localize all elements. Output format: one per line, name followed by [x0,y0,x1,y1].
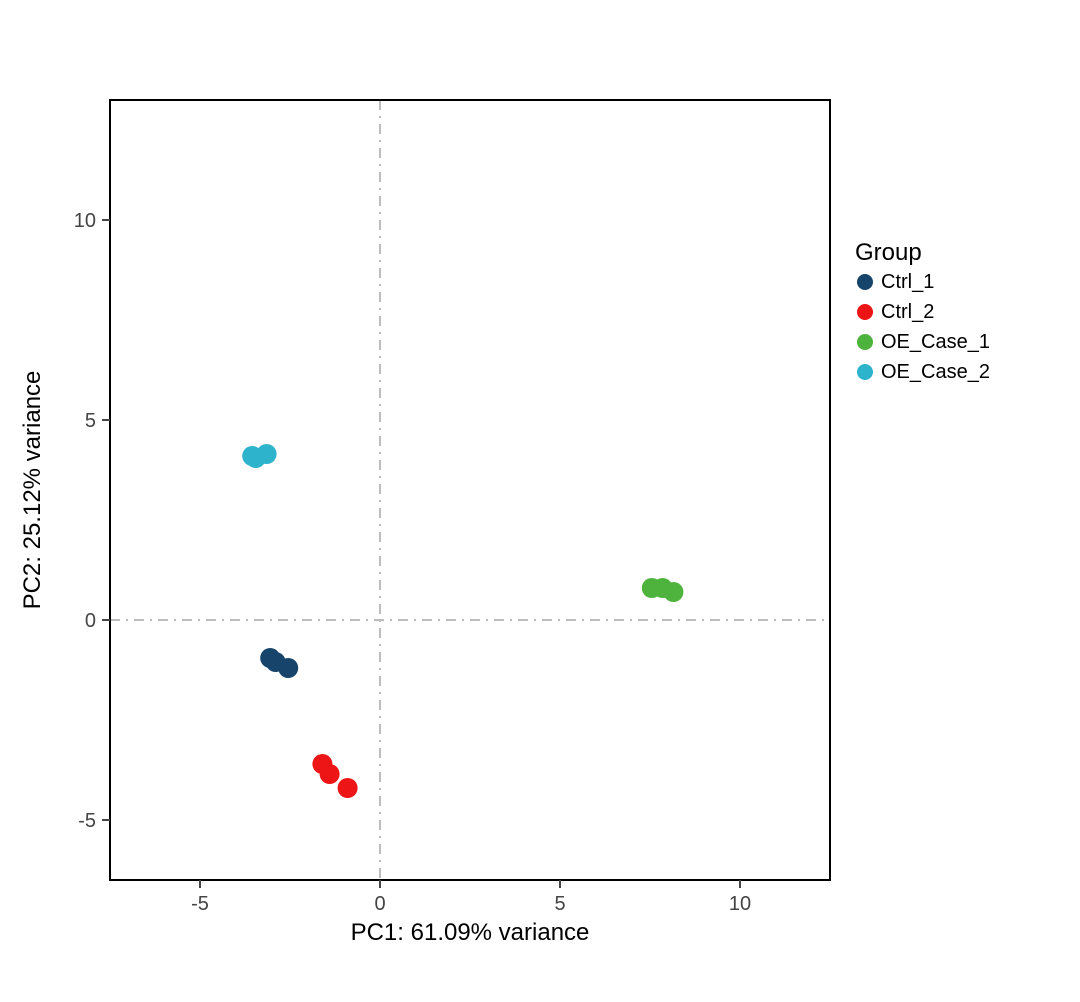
x-tick-label: 10 [729,893,751,915]
legend-swatch [857,334,873,350]
legend-title: Group [855,239,922,266]
x-tick-label: -5 [191,893,209,915]
legend-swatch [857,304,873,320]
legend-item-label: OE_Case_1 [881,331,990,353]
y-axis-label: PC2: 25.12% variance [19,371,46,610]
data-point [320,764,340,784]
chart-background [0,0,1080,1002]
y-tick-label: -5 [78,810,96,832]
y-tick-label: 0 [85,610,96,632]
legend-item-label: Ctrl_2 [881,301,934,323]
data-point [338,778,358,798]
x-tick-label: 5 [554,893,565,915]
x-axis-label: PC1: 61.09% variance [351,919,590,946]
x-tick-label: 0 [374,893,385,915]
data-point [257,444,277,464]
y-tick-label: 10 [74,210,96,232]
legend-swatch [857,364,873,380]
data-point [663,582,683,602]
legend-item-label: OE_Case_2 [881,361,990,383]
data-point [278,658,298,678]
legend-swatch [857,274,873,290]
pca-scatter-chart: -5 0 5 10 PC1: 61.09% variance -5 0 5 10 PC2: 25.… [0,0,1080,1002]
legend-item-label: Ctrl_1 [881,271,934,293]
chart-svg: -5 0 5 10 PC1: 61.09% variance -5 0 5 10 PC2: 25.… [0,0,1080,1002]
y-tick-label: 5 [85,410,96,432]
